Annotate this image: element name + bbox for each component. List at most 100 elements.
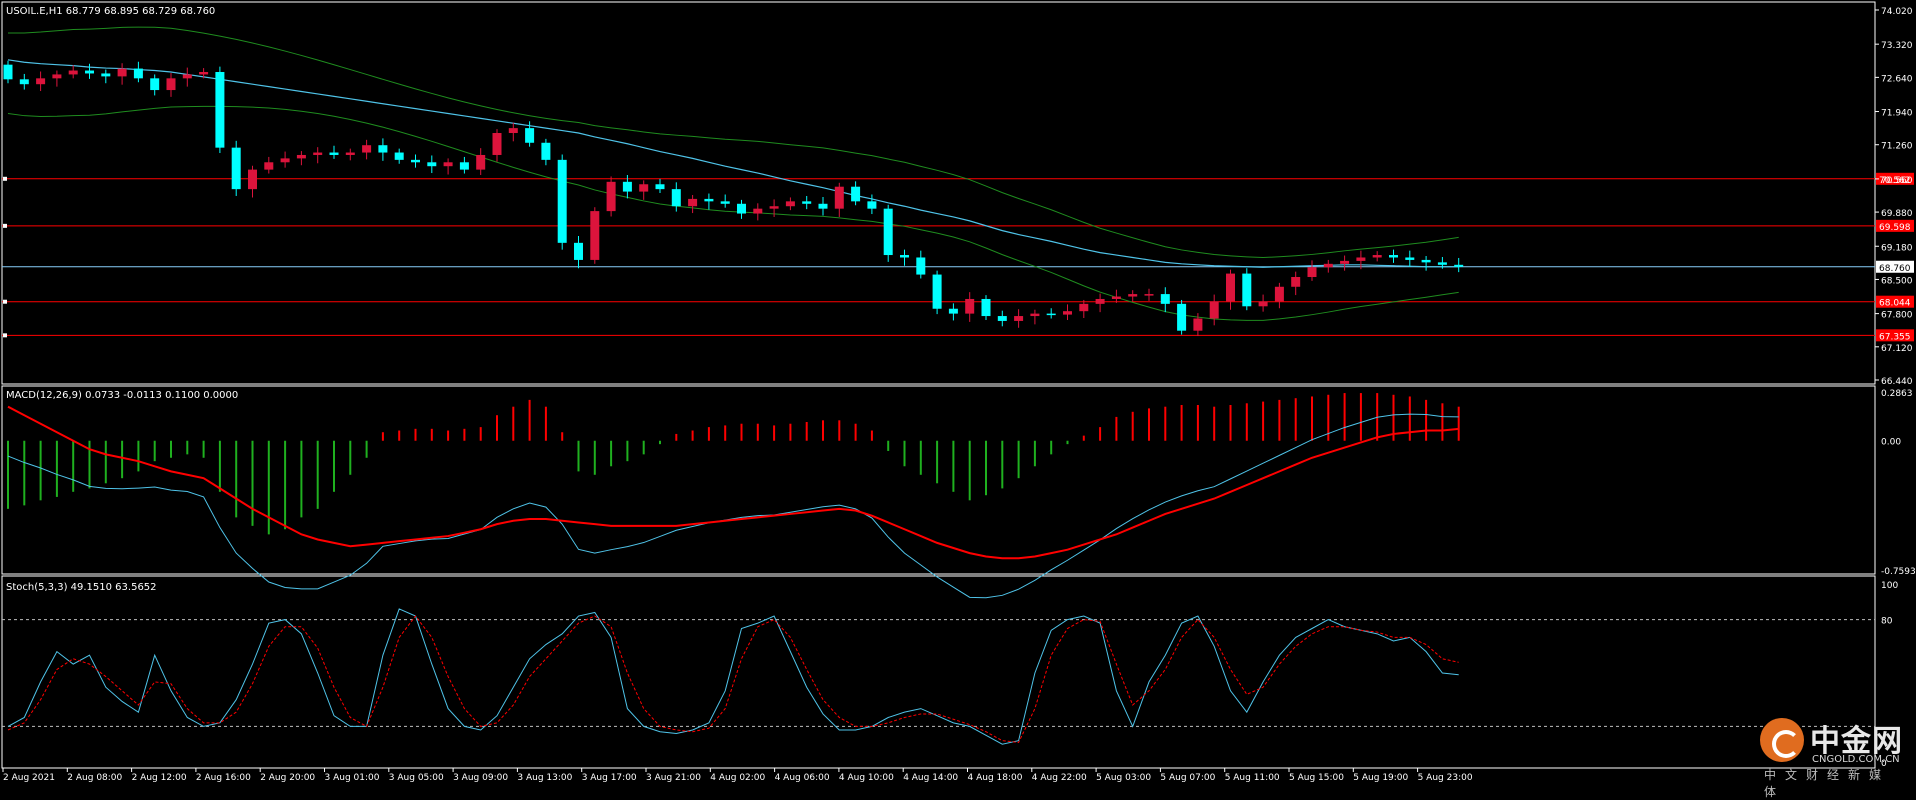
level-handle[interactable] <box>3 176 7 181</box>
candle-body[interactable] <box>85 70 94 74</box>
candle-body[interactable] <box>769 206 779 209</box>
candle-body[interactable] <box>655 184 665 190</box>
candle-body[interactable] <box>557 159 567 243</box>
candle-body[interactable] <box>1372 255 1382 258</box>
candle-body[interactable] <box>997 316 1007 321</box>
candle-body[interactable] <box>574 242 583 260</box>
candle-body[interactable] <box>1307 267 1317 278</box>
macd-scale-label: 0.00 <box>1881 438 1901 448</box>
candle-body[interactable] <box>36 78 46 85</box>
candle-body[interactable] <box>622 181 632 192</box>
candle-body[interactable] <box>378 145 388 153</box>
price-level-label: 67.355 <box>1879 332 1911 342</box>
candle-body[interactable] <box>133 68 143 79</box>
candle-body[interactable] <box>1128 294 1138 297</box>
candle-body[interactable] <box>1014 316 1024 321</box>
candle-body[interactable] <box>818 203 828 209</box>
candle-body[interactable] <box>231 147 241 190</box>
candle-body[interactable] <box>264 162 274 170</box>
candle-body[interactable] <box>345 152 355 155</box>
candle-body[interactable] <box>329 152 339 155</box>
candle-body[interactable] <box>1437 262 1447 265</box>
candle-body[interactable] <box>639 184 649 192</box>
candle-body[interactable] <box>785 201 795 207</box>
candle-body[interactable] <box>1405 257 1415 260</box>
candle-body[interactable] <box>313 152 323 155</box>
candle-body[interactable] <box>900 255 909 258</box>
candle-body[interactable] <box>1046 313 1056 316</box>
candle-body[interactable] <box>720 201 730 204</box>
candle-body[interactable] <box>1160 294 1170 304</box>
candle-body[interactable] <box>3 64 13 80</box>
candle-body[interactable] <box>802 201 812 204</box>
candle-body[interactable] <box>508 128 518 134</box>
candle-body[interactable] <box>1193 318 1203 331</box>
candle-body[interactable] <box>883 208 893 256</box>
candle-body[interactable] <box>737 203 746 214</box>
candle-body[interactable] <box>753 208 763 214</box>
candle-body[interactable] <box>101 73 111 77</box>
candle-body[interactable] <box>916 257 926 275</box>
candle-body[interactable] <box>1226 273 1235 302</box>
level-handle[interactable] <box>3 333 7 338</box>
candle-body[interactable] <box>671 189 681 207</box>
level-handle[interactable] <box>3 299 7 304</box>
candle-body[interactable] <box>1030 313 1040 317</box>
candle-body[interactable] <box>182 74 192 79</box>
candle-body[interactable] <box>590 211 600 260</box>
candle-body[interactable] <box>606 181 616 212</box>
candle-body[interactable] <box>411 159 420 163</box>
candle-body[interactable] <box>476 154 486 170</box>
candle-body[interactable] <box>1079 303 1089 312</box>
candle-body[interactable] <box>117 68 127 77</box>
candle-body[interactable] <box>362 145 372 153</box>
candle-body[interactable] <box>1063 311 1072 315</box>
candle-body[interactable] <box>1144 294 1154 296</box>
macd-panel[interactable] <box>1 385 1876 575</box>
candle-body[interactable] <box>867 201 877 209</box>
stoch-panel[interactable] <box>1 575 1876 769</box>
level-handle[interactable] <box>3 223 7 228</box>
candle-body[interactable] <box>1356 257 1366 261</box>
candle-body[interactable] <box>215 71 225 148</box>
candle-body[interactable] <box>1323 263 1333 268</box>
candle-body[interactable] <box>280 158 290 163</box>
candle-body[interactable] <box>834 186 844 209</box>
candle-body[interactable] <box>443 162 453 167</box>
candle-body[interactable] <box>1258 301 1268 307</box>
candle-body[interactable] <box>1421 259 1431 263</box>
candle-body[interactable] <box>1291 277 1301 287</box>
candle-body[interactable] <box>394 152 404 160</box>
candle-body[interactable] <box>166 78 176 91</box>
candle-body[interactable] <box>150 78 160 91</box>
candle-body[interactable] <box>1340 260 1350 264</box>
candle-body[interactable] <box>965 298 975 314</box>
candle-body[interactable] <box>1209 301 1219 319</box>
candle-body[interactable] <box>296 154 306 159</box>
candle-body[interactable] <box>1095 298 1105 304</box>
candle-body[interactable] <box>1389 255 1398 258</box>
candle-body[interactable] <box>981 298 991 317</box>
candle-body[interactable] <box>948 308 958 314</box>
candle-body[interactable] <box>248 169 257 190</box>
candle-body[interactable] <box>199 71 209 75</box>
candle-body[interactable] <box>68 70 78 75</box>
candle-body[interactable] <box>525 128 535 143</box>
candle-body[interactable] <box>851 186 861 202</box>
main-panel[interactable] <box>1 1 1876 385</box>
candle-body[interactable] <box>427 162 437 167</box>
candle-body[interactable] <box>541 142 551 160</box>
candle-body[interactable] <box>932 274 942 309</box>
candle-body[interactable] <box>704 198 714 202</box>
candle-body[interactable] <box>1111 296 1121 299</box>
candle-body[interactable] <box>1242 273 1252 307</box>
candle-body[interactable] <box>492 133 502 155</box>
candle-body[interactable] <box>1177 303 1187 331</box>
candle-body[interactable] <box>1454 264 1464 267</box>
candle-body[interactable] <box>19 79 29 85</box>
candle-body[interactable] <box>1274 286 1284 302</box>
candle-body[interactable] <box>688 198 698 207</box>
candle-body[interactable] <box>459 162 469 170</box>
candle-body[interactable] <box>52 74 62 79</box>
